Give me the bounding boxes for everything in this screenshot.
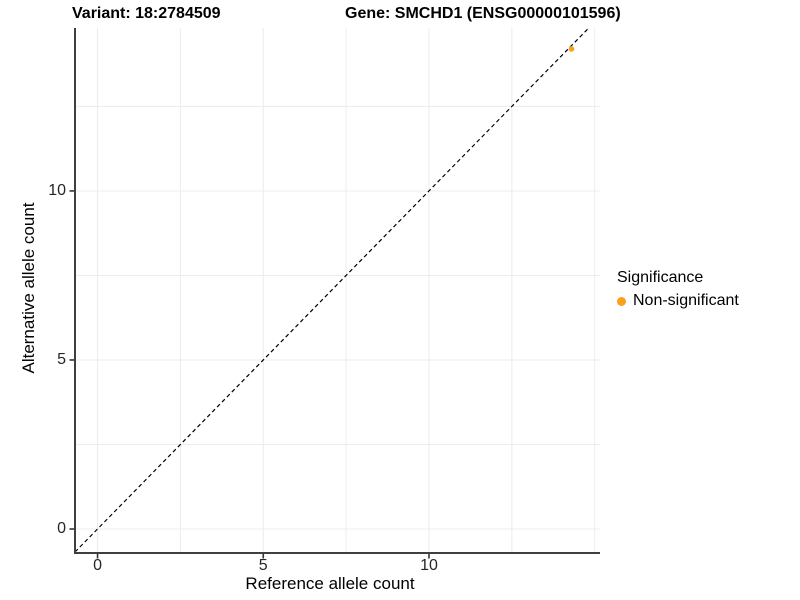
legend-item-label: Non-significant: [633, 292, 739, 309]
identity-line: [74, 27, 590, 553]
x-tick-label: 0: [93, 557, 102, 574]
data-point: [568, 46, 575, 52]
legend-item: Non-significant: [617, 292, 739, 310]
y-axis-label: Alternative allele count: [19, 202, 38, 374]
x-axis-label: Reference allele count: [245, 574, 415, 593]
x-tick-label: 10: [420, 557, 438, 574]
y-tick-label: 5: [57, 350, 66, 368]
legend-key-dot: [617, 296, 626, 306]
x-tick-label: 5: [258, 557, 268, 574]
legend: Significance Non-significant: [617, 269, 739, 310]
plot-title-gene: Gene: SMCHD1 (ENSG00000101596): [345, 5, 621, 22]
plot-title-variant: Variant: 18:2784509: [72, 5, 221, 22]
y-tick-label: 10: [48, 181, 66, 199]
legend-title: Significance: [617, 269, 704, 286]
y-tick-label: 0: [57, 519, 66, 537]
